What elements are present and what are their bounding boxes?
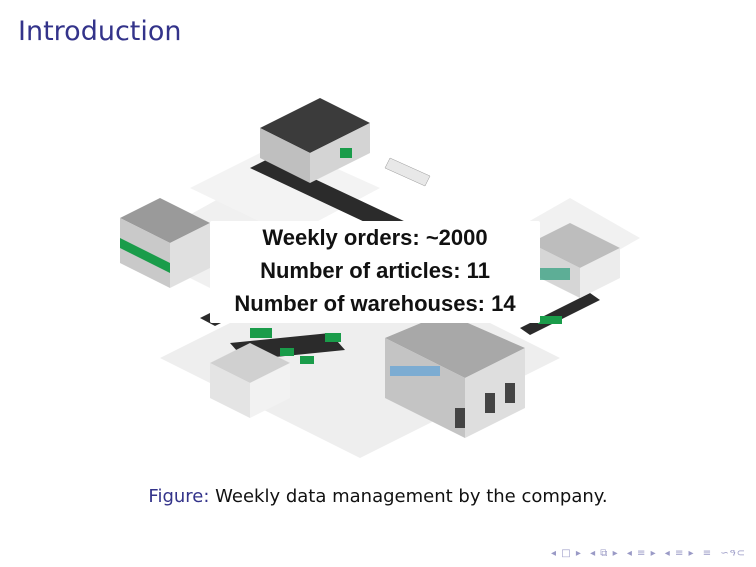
figure-label: Figure: (148, 486, 210, 507)
nav-subsection-icon[interactable]: ◂ ⧉ ▸ (590, 548, 619, 559)
beamer-navigation: ◂ □ ▸ ◂ ⧉ ▸ ◂ ≡ ▸ ◂ ≡ ▸ ≡ ∽ዓ⊂ (549, 548, 748, 559)
figure-caption: Figure: Weekly data management by the co… (0, 486, 756, 507)
stat-number-of-warehouses: Number of warehouses: 14 (234, 291, 516, 316)
nav-section-icon[interactable]: ◂ ≡ ▸ (626, 548, 657, 559)
slide-title: Introduction (18, 16, 182, 47)
figure-caption-text: Weekly data management by the company. (209, 486, 608, 507)
nav-align-icon[interactable]: ≡ (702, 548, 713, 559)
stat-weekly-orders: Weekly orders: ~2000 (262, 225, 488, 250)
stat-number-of-articles: Number of articles: 11 (260, 258, 490, 283)
nav-search-icon[interactable]: ∽ዓ⊂ (720, 548, 746, 559)
nav-frame-icon[interactable]: ◂ □ ▸ (551, 548, 582, 559)
stats-overlay: Weekly orders: ~2000 Number of articles:… (210, 221, 540, 323)
nav-subsection2-icon[interactable]: ◂ ≡ ▸ (664, 548, 695, 559)
